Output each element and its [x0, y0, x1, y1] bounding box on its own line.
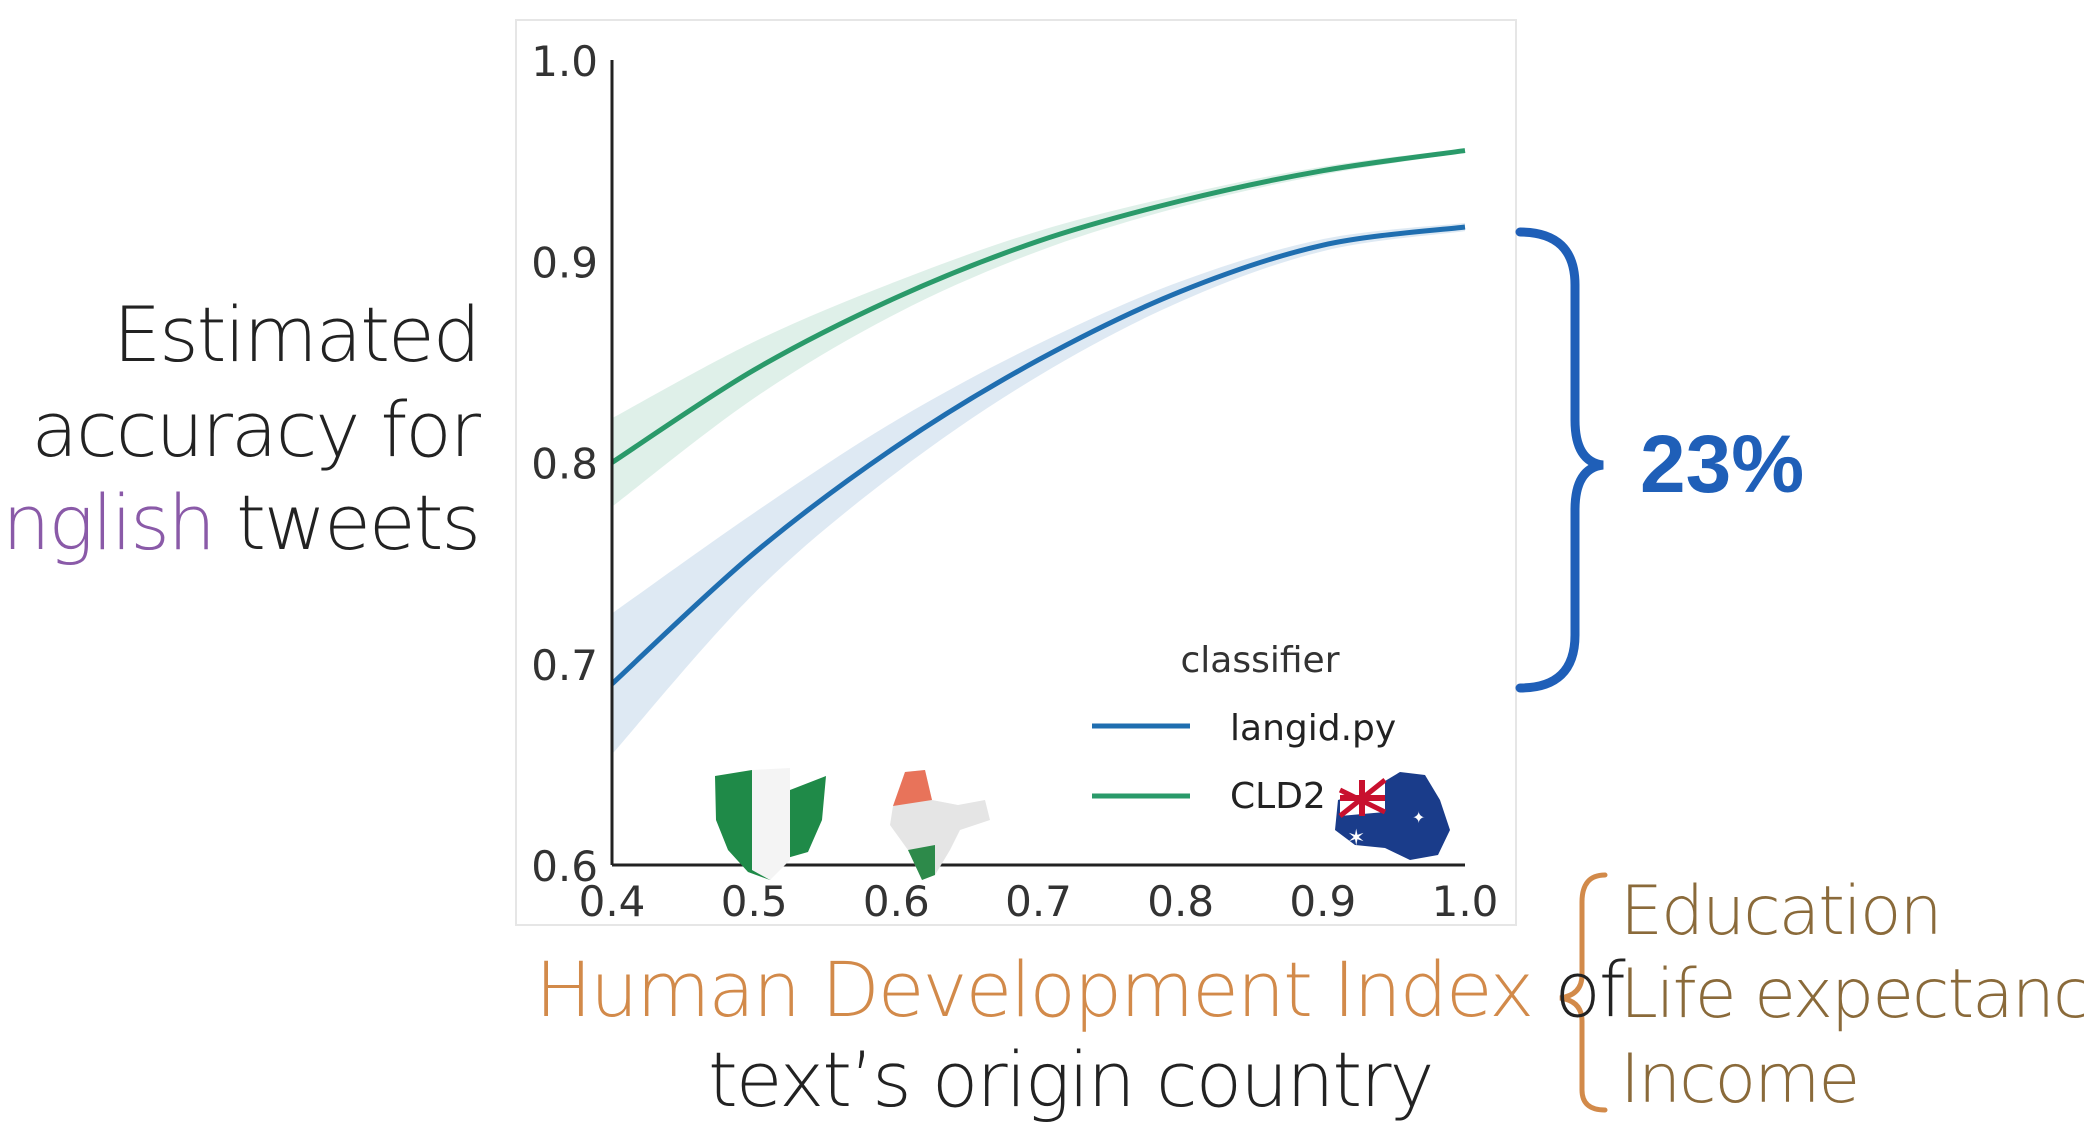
hdi-component-life-expectancy: Life expectancy: [1620, 955, 2084, 1034]
y-tick-label: 0.7: [531, 641, 598, 690]
y-tick-label: 0.6: [531, 842, 598, 891]
x-tick-label: 1.0: [1432, 877, 1499, 926]
hdi-component-education: Education: [1620, 872, 1943, 951]
x-tick-label: 0.5: [721, 877, 788, 926]
x-tick-label: 0.7: [1005, 877, 1072, 926]
india-map-icon: [890, 770, 990, 880]
x-tick-label: 0.9: [1289, 877, 1356, 926]
y-tick-label: 1.0: [531, 37, 598, 86]
plot-frame: [515, 19, 1517, 926]
hdi-brace: [1559, 872, 1608, 1113]
confidence-band-cld2: [612, 148, 1465, 507]
series-line-cld2: [610, 148, 1466, 465]
x-axis-label-line2: text’s origin country: [708, 1035, 1434, 1124]
x-tick-label: 0.6: [863, 877, 930, 926]
y-axis-label-rest: tweets: [213, 478, 481, 567]
x-axis-label-rest: of: [1532, 945, 1625, 1034]
series-line-langid: [610, 224, 1466, 686]
y-tick-label: 0.9: [531, 238, 598, 287]
svg-text:✦: ✦: [1412, 810, 1425, 827]
x-axis-label-highlight: Human Development Index: [535, 945, 1534, 1034]
australia-map-icon: ✶ ✦: [1335, 772, 1450, 860]
svg-text:✶: ✶: [1347, 825, 1365, 850]
legend-title: classifier: [1181, 640, 1340, 681]
nigeria-map-icon: [715, 768, 826, 880]
y-axis-label-line2: accuracy for: [31, 385, 481, 474]
y-axis-label-highlight: English: [0, 478, 216, 567]
y-axis-label-line3: English tweets: [0, 478, 481, 567]
x-tick-label: 0.8: [1147, 877, 1214, 926]
y-tick-label: 0.8: [531, 440, 598, 489]
gap-brace: [1515, 227, 1604, 693]
hdi-component-income: Income: [1620, 1040, 1860, 1119]
y-axis-label-line1: Estimated: [113, 290, 481, 379]
legend-label-cld2: CLD2: [1230, 776, 1326, 817]
legend-label-langid: langid.py: [1230, 708, 1396, 749]
x-tick-label: 0.4: [579, 877, 646, 926]
x-axis-label-line1: Human Development Index of: [535, 945, 1626, 1034]
legend: classifier langid.py CLD2: [1092, 640, 1396, 817]
gap-percentage-label: 23%: [1640, 419, 1805, 510]
